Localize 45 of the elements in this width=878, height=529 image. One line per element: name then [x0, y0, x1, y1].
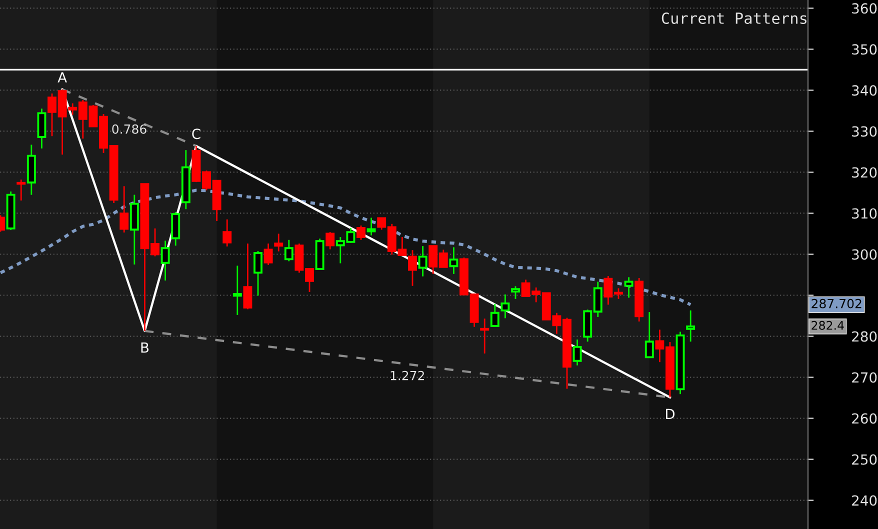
- y-tick-label: 240: [852, 495, 877, 506]
- y-tick-label: 320: [852, 167, 877, 178]
- candlestick: [264, 242, 273, 266]
- annotation: 1.272: [390, 370, 424, 380]
- candlestick: [356, 224, 366, 241]
- candlestick: [326, 231, 335, 250]
- candlestick: [274, 233, 284, 252]
- candlestick: [490, 303, 500, 327]
- y-tick-label: 270: [852, 372, 877, 383]
- data-label: D: [666, 408, 675, 420]
- candlestick: [120, 185, 129, 234]
- candlestick: [449, 246, 458, 275]
- y-tick-label: 330: [852, 126, 877, 137]
- candlestick: [418, 245, 428, 278]
- data-label: B: [141, 342, 148, 353]
- text: 287.702: [812, 298, 862, 308]
- line-series: [0, 188, 692, 306]
- data-label: C: [192, 128, 200, 140]
- y-tick-label: 360: [852, 3, 877, 14]
- candlestick: [222, 218, 232, 248]
- candlestick: [511, 286, 520, 300]
- candlestick: [644, 311, 654, 358]
- candlestick: [232, 265, 242, 316]
- candlestick: [572, 338, 582, 366]
- data-label: A: [58, 72, 67, 82]
- y-tick-label: 300: [852, 249, 877, 260]
- y-tick-label: 260: [852, 413, 877, 424]
- y-tick-label: 350: [852, 44, 877, 55]
- candlestick: [366, 217, 376, 236]
- candlestick: [500, 294, 510, 319]
- candlestick: [243, 242, 252, 310]
- candlestick: [284, 239, 294, 262]
- y-tick-label: 340: [852, 85, 877, 96]
- candlestick: [480, 318, 490, 354]
- text: Current Patterns: [662, 12, 806, 24]
- candlestick: [254, 250, 262, 296]
- candlestick: [37, 108, 46, 150]
- annotation: 0.786: [112, 124, 146, 134]
- candlestick: [686, 310, 696, 342]
- y-tick-label: 280: [852, 331, 877, 342]
- candlestick: [624, 276, 634, 298]
- y-tick-label: 310: [852, 208, 877, 219]
- candlestick: [160, 240, 170, 282]
- text: 282.4: [812, 320, 844, 330]
- y-tick-label: 250: [852, 454, 877, 465]
